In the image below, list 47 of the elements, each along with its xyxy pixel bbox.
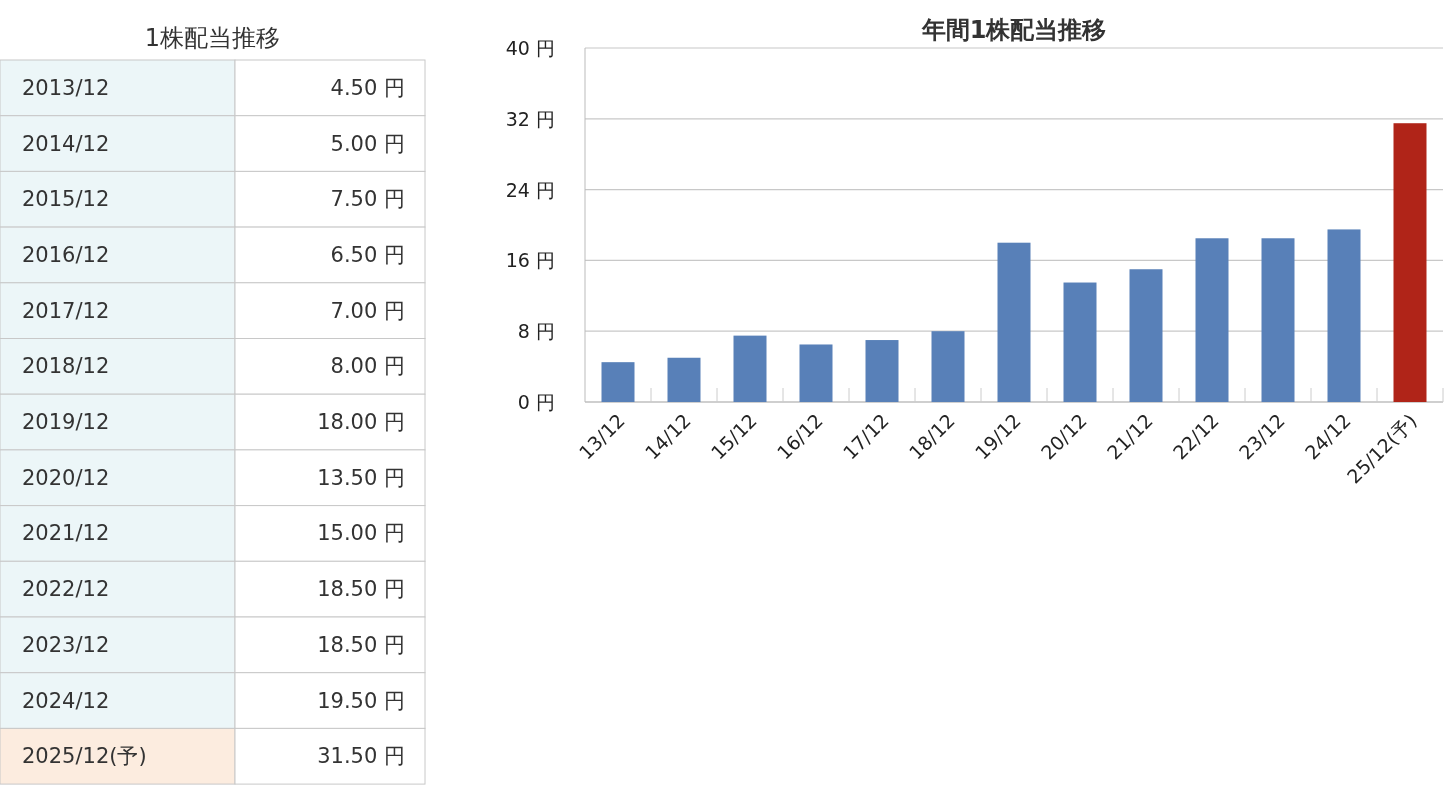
y-tick-label: 24 円	[505, 178, 555, 201]
text: 5.00 円	[330, 131, 405, 156]
bar	[997, 242, 1031, 402]
bar	[1129, 269, 1163, 402]
category-label: 2024/12	[22, 688, 110, 713]
category-label: 2017/12	[22, 298, 110, 323]
text: 8.00 円	[330, 354, 405, 379]
y-tick-label: 8 円	[517, 320, 555, 343]
bar	[1195, 238, 1229, 402]
y-tick-label: 32 円	[505, 107, 555, 130]
bar	[733, 335, 767, 402]
category-label: 2021/12	[22, 521, 110, 546]
text: 19.50 円	[317, 688, 405, 713]
category-label: 2016/12	[22, 242, 110, 267]
bar	[865, 340, 899, 402]
chart-title: 年間1株配当推移	[920, 16, 1107, 44]
text: 7.00 円	[330, 298, 405, 323]
text: 18.50 円	[317, 632, 405, 657]
text: 18.50 円	[317, 577, 405, 602]
text: 4.50 円	[330, 75, 405, 100]
bar	[601, 362, 635, 402]
text: 6.50 円	[330, 242, 405, 267]
y-tick-label: 16 円	[505, 249, 555, 272]
category-label: 2015/12	[22, 187, 110, 212]
text: 13.50 円	[317, 465, 405, 490]
bar	[1327, 229, 1361, 402]
y-tick-label: 40 円	[505, 37, 555, 59]
category-label: 2020/12	[22, 465, 110, 490]
category-label: 2014/12	[22, 131, 110, 156]
category-label: 2025/12(予)	[22, 744, 147, 769]
bar	[931, 331, 965, 402]
category-label: 2023/12	[22, 632, 110, 657]
text: 18.00 円	[317, 410, 405, 435]
bar	[1261, 238, 1295, 402]
y-tick-label: 0 円	[517, 391, 555, 413]
bar	[1393, 123, 1427, 402]
text: 31.50 円	[317, 744, 405, 769]
category-label: 2018/12	[22, 354, 110, 379]
bar	[1063, 282, 1097, 402]
bar	[667, 357, 701, 402]
text: 7.50 円	[330, 187, 405, 212]
text: 1株配当推移	[144, 24, 281, 52]
text: 15.00 円	[317, 521, 405, 546]
category-label: 2013/12	[22, 75, 110, 100]
category-label: 2022/12	[22, 577, 110, 602]
bar	[799, 344, 833, 402]
category-label: 2019/12	[22, 410, 110, 435]
